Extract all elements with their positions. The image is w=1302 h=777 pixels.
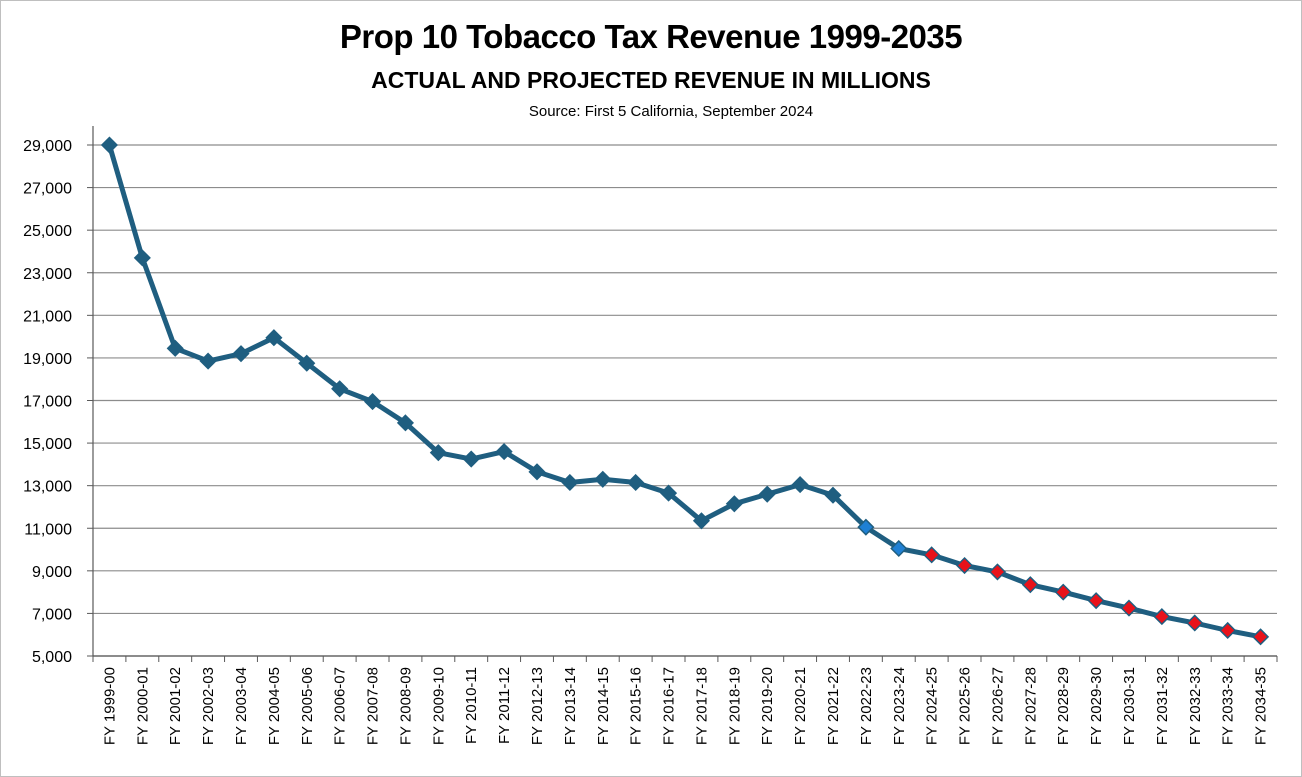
x-tick-label: FY 2014-15: [595, 667, 612, 745]
data-point-actual: [100, 136, 119, 154]
data-point-projected: [923, 546, 941, 564]
x-tick-label: FY 2030-31: [1121, 667, 1138, 745]
data-markers: [100, 136, 1270, 646]
y-tick-label: 9,000: [32, 564, 72, 581]
y-tick-label: 17,000: [23, 394, 72, 411]
x-tick-label: FY 2016-17: [661, 667, 678, 745]
y-tick-label: 21,000: [23, 308, 72, 325]
data-point-actual: [495, 443, 513, 461]
y-tick-label: 19,000: [23, 351, 72, 368]
x-tick-label: FY 2021-22: [825, 667, 842, 745]
y-tick-label: 11,000: [24, 521, 72, 538]
x-tick-label: FY 2031-32: [1154, 667, 1171, 745]
y-tick-label: 13,000: [23, 479, 72, 496]
data-point-projected: [1251, 628, 1270, 646]
axes: [92, 126, 1277, 657]
x-tick-label: FY 2010-11: [463, 667, 480, 744]
x-tick-label: FY 2011-12: [496, 667, 513, 744]
x-tick-label: FY 2028-29: [1055, 667, 1072, 745]
x-tick-label: FY 2020-21: [792, 667, 809, 745]
data-point-projected: [1153, 608, 1171, 626]
y-tick-label: 7,000: [32, 606, 72, 623]
chart-title: Prop 10 Tobacco Tax Revenue 1999-2035: [339, 18, 963, 55]
data-point-actual: [692, 512, 711, 530]
x-tick-label: FY 2017-18: [693, 667, 710, 745]
x-tick-label: FY 2023-24: [891, 667, 908, 745]
y-tick-label: 5,000: [32, 649, 72, 666]
data-point-actual: [396, 414, 415, 432]
data-point-actual: [429, 444, 447, 462]
x-tick-label: FY 2000-01: [134, 667, 151, 745]
gridlines: [93, 144, 1277, 657]
data-point-actual: [166, 339, 184, 357]
data-point-actual: [561, 473, 579, 492]
data-point-current: [890, 539, 908, 558]
data-point-projected: [1087, 592, 1105, 610]
y-tick-label: 27,000: [23, 181, 72, 198]
x-tick-label: FY 2007-08: [365, 667, 382, 745]
data-point-actual: [462, 450, 480, 468]
y-tick-label: 25,000: [23, 223, 72, 240]
y-tick-label: 23,000: [23, 266, 72, 283]
x-tick-label: FY 2015-16: [628, 667, 645, 745]
x-tick-label: FY 2008-09: [397, 667, 414, 745]
x-tick-label: FY 2032-33: [1187, 667, 1204, 745]
x-tick-label: FY 2027-28: [1022, 667, 1039, 745]
data-point-actual: [232, 345, 250, 363]
chart-subtitle: ACTUAL AND PROJECTED REVENUE IN MILLIONS: [371, 67, 931, 93]
data-point-projected: [1021, 576, 1039, 594]
x-tick-label: FY 2009-10: [430, 667, 447, 745]
data-point-actual: [659, 484, 678, 502]
data-point-actual: [725, 495, 743, 513]
data-point-actual: [824, 486, 842, 504]
data-point-projected: [955, 556, 974, 575]
x-tick-label: FY 2034-35: [1253, 667, 1270, 745]
data-point-actual: [265, 329, 283, 347]
data-point-actual: [528, 463, 546, 481]
data-point-actual: [199, 352, 217, 370]
series-line: [106, 142, 1264, 640]
x-tick-label: FY 2006-07: [332, 667, 349, 745]
data-point-current: [857, 518, 875, 536]
x-tick-label: FY 2019-20: [759, 667, 776, 745]
x-tick-label: FY 2005-06: [299, 667, 316, 745]
x-tick-label: FY 2002-03: [200, 667, 217, 745]
data-point-actual: [298, 354, 316, 372]
x-tick-label: FY 2033-34: [1220, 667, 1237, 745]
x-axis-ticks: FY 1999-00 FY 2000-01 FY 2001-02 FY 2002-03…: [92, 656, 1278, 745]
data-point-actual: [133, 249, 151, 267]
series-revenue: [106, 142, 1264, 640]
data-point-actual: [363, 393, 382, 411]
y-tick-label: 15,000: [23, 436, 72, 453]
x-tick-label: FY 2025-26: [957, 667, 974, 745]
data-point-actual: [758, 485, 776, 503]
data-point-projected: [1219, 621, 1237, 640]
x-tick-label: FY 2026-27: [989, 667, 1006, 745]
data-point-projected: [988, 563, 1007, 581]
data-point-projected: [1054, 583, 1072, 601]
x-tick-label: FY 2001-02: [167, 667, 184, 745]
x-tick-label: FY 2029-30: [1088, 667, 1105, 745]
chart-source: Source: First 5 California, September 20…: [528, 103, 814, 120]
x-tick-label: FY 2013-14: [562, 667, 579, 745]
x-tick-label: FY 2004-05: [266, 667, 283, 745]
data-point-actual: [331, 380, 349, 398]
x-tick-label: FY 2024-25: [924, 667, 941, 745]
data-point-projected: [1120, 599, 1138, 617]
data-point-actual: [594, 470, 612, 488]
data-point-actual: [791, 476, 809, 494]
x-tick-label: FY 2003-04: [233, 667, 250, 745]
x-tick-label: FY 1999-00: [101, 667, 118, 745]
x-tick-label: FY 2022-23: [858, 667, 875, 745]
data-point-actual: [627, 473, 645, 492]
y-tick-label: 29,000: [23, 138, 72, 155]
data-point-projected: [1186, 614, 1204, 632]
y-axis-ticks: 5,000 7,000 9,000 11,000 13,000 15,000 17,000 1…: [23, 138, 93, 666]
x-tick-label: FY 2012-13: [529, 667, 546, 745]
x-tick-label: FY 2018-19: [726, 667, 743, 745]
